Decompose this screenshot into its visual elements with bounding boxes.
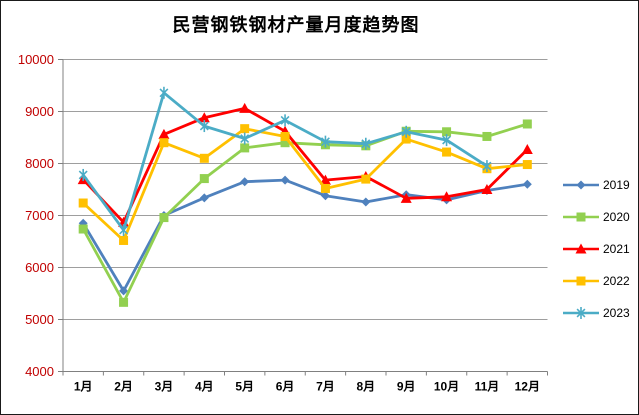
- marker-triangle: [198, 112, 210, 123]
- marker-diamond: [361, 197, 371, 207]
- legend-swatch-triangle-icon: [563, 243, 599, 254]
- legend-label: 2022: [603, 274, 630, 288]
- series-line-2020: [81, 122, 528, 304]
- marker-diamond: [240, 177, 250, 187]
- marker-square: [159, 213, 169, 223]
- marker-square: [159, 138, 169, 148]
- marker-square: [119, 235, 129, 245]
- marker-star: [442, 135, 452, 145]
- series-line-2019: [81, 178, 528, 293]
- series-line-2021: [82, 107, 529, 224]
- y-axis-tick-label: 5000: [25, 312, 54, 327]
- legend-item-2020: 2020: [562, 201, 630, 233]
- chart-title: 民营钢铁钢材产量月度趋势图: [172, 15, 420, 35]
- x-axis-tick-label: 11月: [475, 380, 500, 394]
- marker-star: [199, 121, 209, 131]
- y-axis-tick-label: 4000: [25, 364, 54, 379]
- marker-star: [119, 225, 129, 235]
- marker-triangle: [319, 174, 331, 185]
- legend-item-2023: 2023: [562, 297, 630, 329]
- marker-square: [482, 131, 492, 141]
- legend-label: 2023: [603, 306, 630, 320]
- y-axis-tick-label: 9000: [25, 104, 54, 119]
- marker-diamond: [522, 179, 532, 189]
- marker-square: [240, 143, 250, 153]
- x-axis-tick-label: 7月: [316, 380, 335, 394]
- x-axis-tick-label: 9月: [397, 380, 416, 394]
- marker-star: [482, 161, 492, 171]
- marker-square: [78, 224, 88, 234]
- marker-star: [361, 139, 371, 149]
- legend-item-2019: 2019: [562, 169, 630, 201]
- marker-square: [522, 160, 532, 170]
- series-line-2023: [82, 91, 488, 232]
- marker-square: [401, 134, 411, 144]
- x-axis-tick-label: 6月: [276, 380, 295, 394]
- y-axis-tick-label: 7000: [25, 208, 54, 223]
- x-axis-tick-label: 1月: [74, 380, 93, 394]
- marker-square: [199, 153, 209, 163]
- marker-square: [280, 131, 290, 141]
- marker-square: [119, 297, 129, 307]
- marker-square: [442, 147, 452, 157]
- legend: 2019 2020 2021 2022 2023: [562, 169, 630, 329]
- x-axis-tick-label: 8月: [356, 380, 375, 394]
- legend-swatch-star-icon: [563, 307, 599, 319]
- marker-star: [78, 170, 88, 180]
- y-axis-tick-label: 10000: [18, 52, 54, 67]
- marker-triangle: [481, 184, 493, 194]
- legend-label: 2019: [603, 178, 630, 192]
- legend-swatch-diamond-icon: [563, 180, 599, 190]
- marker-star: [401, 127, 411, 137]
- marker-diamond: [280, 175, 290, 185]
- marker-square: [199, 174, 209, 184]
- marker-triangle: [158, 128, 170, 139]
- marker-triangle: [239, 102, 251, 113]
- x-axis-tick-label: 12月: [515, 380, 540, 394]
- legend-swatch-square-icon: [563, 212, 599, 222]
- marker-diamond: [199, 193, 209, 203]
- y-axis-tick-label: 6000: [25, 260, 54, 275]
- marker-star: [159, 88, 169, 98]
- legend-item-2022: 2022: [562, 265, 630, 297]
- marker-star: [280, 115, 290, 125]
- marker-diamond: [119, 286, 129, 296]
- marker-triangle: [521, 143, 533, 154]
- marker-diamond: [320, 191, 330, 201]
- legend-swatch-square-icon: [563, 276, 599, 286]
- marker-star: [320, 137, 330, 147]
- legend-label: 2020: [603, 210, 630, 224]
- x-axis-tick-label: 2月: [114, 380, 133, 394]
- x-axis-tick-label: 4月: [195, 380, 214, 394]
- marker-square: [78, 198, 88, 208]
- marker-square: [522, 119, 532, 129]
- marker-triangle: [441, 191, 453, 202]
- marker-square: [240, 124, 250, 134]
- marker-square: [361, 174, 371, 184]
- marker-star: [240, 134, 250, 144]
- legend-label: 2021: [603, 242, 630, 256]
- series-line-2022: [82, 127, 528, 242]
- x-axis-tick-label: 10月: [434, 380, 459, 394]
- x-axis-tick-label: 5月: [235, 380, 254, 394]
- marker-square: [280, 138, 290, 148]
- y-axis-tick-label: 8000: [25, 156, 54, 171]
- marker-square: [442, 127, 452, 137]
- x-axis-tick-label: 3月: [155, 380, 174, 394]
- marker-triangle: [400, 192, 412, 203]
- marker-square: [320, 183, 330, 193]
- legend-item-2021: 2021: [562, 233, 630, 265]
